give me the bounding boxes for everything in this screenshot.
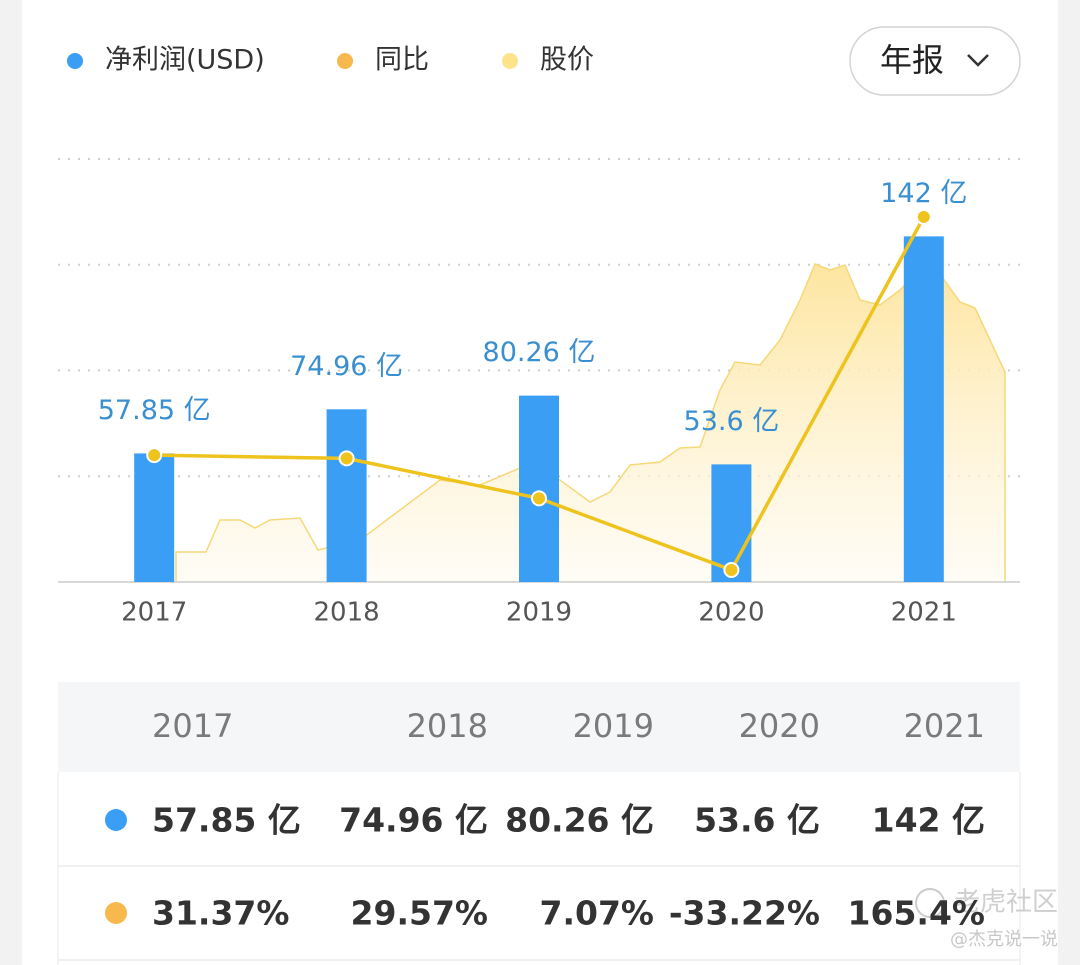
- table-cell: 165.4%: [848, 894, 985, 933]
- table-header-cell: 2017: [152, 707, 233, 745]
- table-cell: -33.22%: [669, 894, 820, 933]
- data-label: 142 亿: [880, 178, 967, 209]
- period-button[interactable]: 年报: [849, 26, 1021, 96]
- button-frame[interactable]: [849, 26, 1021, 96]
- button-label[interactable]: 年报: [880, 41, 944, 79]
- table-cell: 31.37%: [152, 894, 289, 933]
- yoy-point: [531, 490, 547, 507]
- data-label: 57.85 亿: [98, 395, 211, 426]
- x-tick-label: 2018: [314, 598, 380, 628]
- legend-label: 净利润(USD): [105, 45, 265, 76]
- chevron[interactable]: [967, 54, 989, 67]
- x-tick-label: 2019: [506, 598, 572, 628]
- x-tick-label: 2020: [698, 598, 764, 628]
- bar: [134, 453, 175, 582]
- x-tick-label: 2021: [891, 598, 957, 628]
- legend-label: 同比: [375, 45, 429, 76]
- table-cell: 74.96 亿: [339, 801, 488, 840]
- watermark-brand: 老虎社区: [954, 888, 1058, 918]
- yoy-point: [338, 450, 355, 467]
- table-header-cell: 2021: [904, 707, 985, 745]
- row-marker: [105, 902, 127, 924]
- data-label: 53.6 亿: [684, 406, 780, 437]
- data-label: 80.26 亿: [483, 337, 596, 368]
- bar: [326, 409, 367, 582]
- legend-marker: [337, 53, 353, 69]
- table-cell: 57.85 亿: [152, 801, 301, 840]
- table-header-cell: 2018: [407, 707, 488, 745]
- table-cell: 142 亿: [872, 801, 985, 840]
- table-header-cell: 2020: [739, 707, 820, 745]
- row-marker: [105, 809, 127, 831]
- table-cell: 29.57%: [351, 894, 488, 933]
- bar: [903, 236, 944, 582]
- table-cell: 80.26 亿: [505, 801, 654, 840]
- legend-label: 股价: [540, 45, 594, 76]
- legend-marker: [67, 53, 83, 69]
- watermark-icon: [915, 888, 945, 918]
- legend-marker: [502, 53, 518, 69]
- watermark-author: @杰克说一说: [950, 929, 1058, 950]
- table-header-cell: 2019: [573, 707, 654, 745]
- bar: [519, 395, 559, 582]
- table-cell: 7.07%: [540, 894, 655, 933]
- table-cell: 53.6 亿: [694, 801, 820, 840]
- yoy-point: [723, 561, 740, 578]
- table-header-bg: [58, 682, 1020, 772]
- data-label: 74.96 亿: [290, 351, 403, 382]
- yoy-point: [146, 447, 163, 464]
- x-tick-label: 2017: [121, 598, 187, 628]
- yoy-point: [915, 208, 932, 225]
